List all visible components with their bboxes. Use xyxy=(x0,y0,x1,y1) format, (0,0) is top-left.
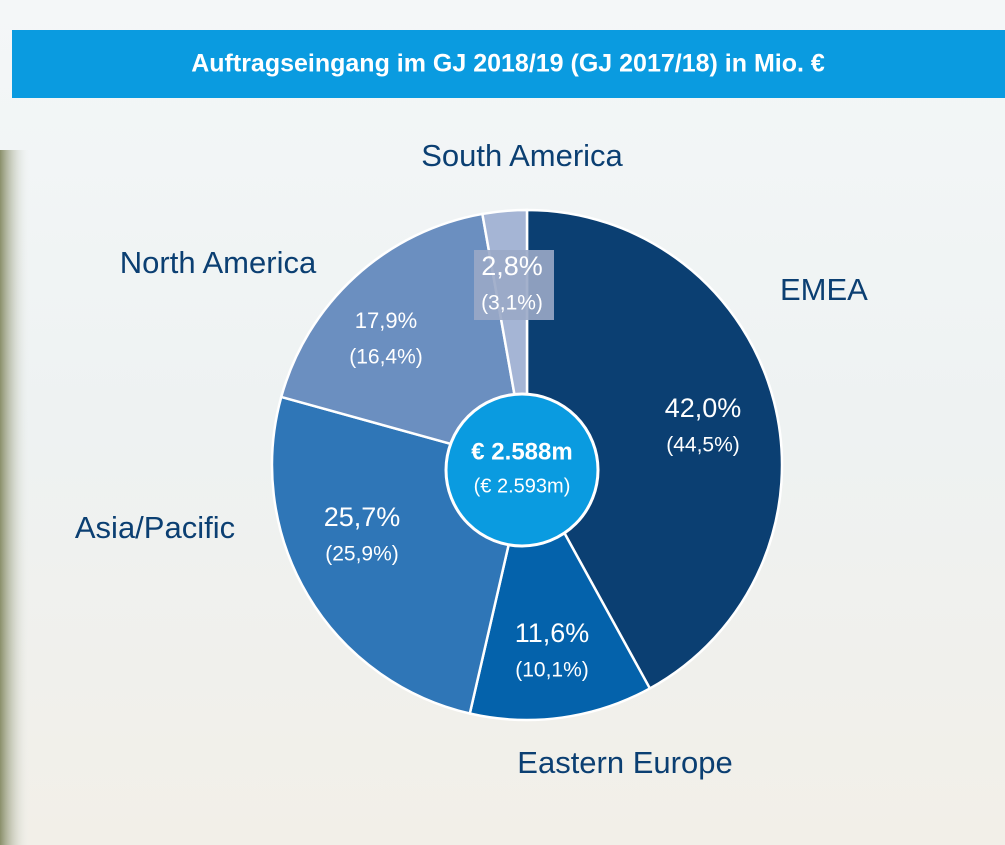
chart-title: Auftragseingang im GJ 2018/19 (GJ 2017/1… xyxy=(191,50,825,78)
title-bar xyxy=(12,30,1005,98)
prior-value-label: (25,9%) xyxy=(325,543,399,566)
prior-value-label: (16,4%) xyxy=(349,346,423,369)
background-edge xyxy=(0,150,30,845)
value-label: 25,7% xyxy=(324,502,401,532)
value-label: 11,6% xyxy=(515,618,590,648)
prior-value-label: (3,1%) xyxy=(481,292,543,315)
category-label: North America xyxy=(120,245,317,280)
category-label: Eastern Europe xyxy=(517,745,732,780)
prior-total-label: (€ 2.593m) xyxy=(474,475,571,497)
prior-value-label: (10,1%) xyxy=(515,659,589,682)
value-label: 2,8% xyxy=(481,251,543,281)
value-label: 17,9% xyxy=(355,308,417,333)
center-circle xyxy=(444,392,600,548)
total-label: € 2.588m xyxy=(471,438,572,465)
prior-value-label: (44,5%) xyxy=(666,434,740,457)
category-label: Asia/Pacific xyxy=(75,510,235,545)
pie-slice xyxy=(279,212,529,467)
pie-slice xyxy=(525,208,784,691)
labels: EMEA 42,0% (44,5%) Eastern Europe 11,6% (10,1… xyxy=(75,138,868,780)
value-label: 42,0% xyxy=(665,393,742,423)
category-label: EMEA xyxy=(780,272,868,307)
label-box xyxy=(474,250,554,320)
category-label: South America xyxy=(421,138,623,173)
